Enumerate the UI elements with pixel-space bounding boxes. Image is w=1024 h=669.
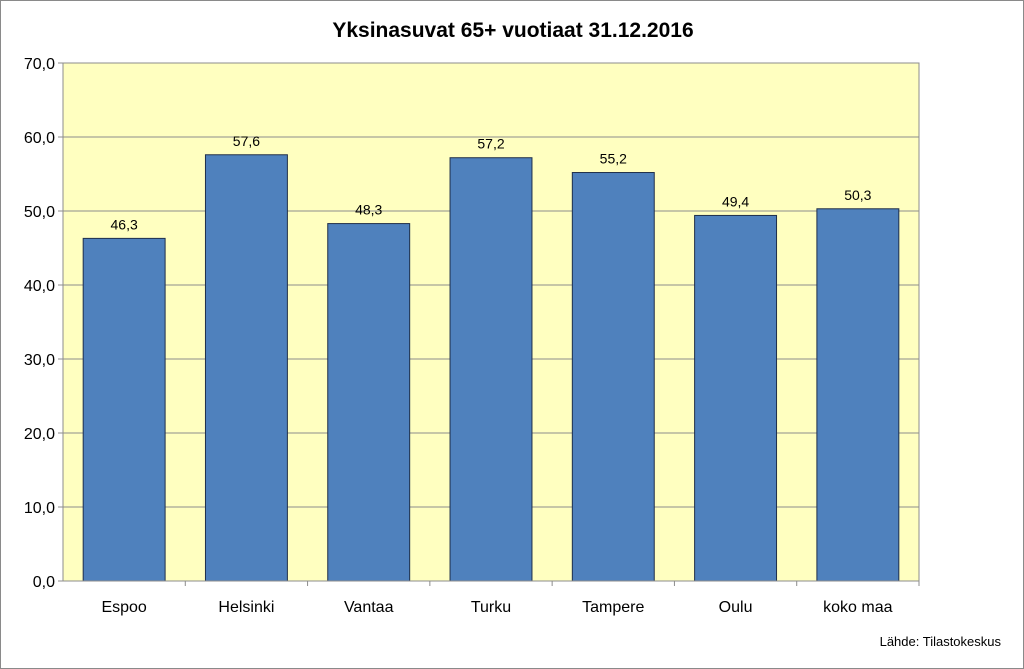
y-tick-label: 70,0 (24, 56, 55, 73)
data-label: 57,2 (477, 136, 504, 152)
y-tick-label: 40,0 (24, 278, 55, 295)
x-tick-label: Tampere (582, 599, 644, 616)
data-label: 55,2 (600, 151, 627, 167)
data-label: 48,3 (355, 202, 382, 218)
x-axis-categories: Espoo Helsinki Vantaa Turku Tampere Oulu koko … (101, 581, 920, 616)
bar (694, 214, 778, 582)
bar (82, 237, 166, 582)
y-tick-label: 10,0 (24, 500, 55, 517)
data-label: 50,3 (844, 187, 871, 203)
data-label: 57,6 (233, 133, 260, 149)
bar (816, 208, 900, 582)
y-tick-label: 50,0 (24, 204, 55, 221)
data-label: 49,4 (722, 193, 749, 209)
y-tick-label: 30,0 (24, 352, 55, 369)
source-note: Lähde: Tilastokeskus (880, 634, 1002, 649)
y-tick-label: 60,0 (24, 130, 55, 147)
bar (571, 172, 655, 582)
data-labels: 46,3 57,6 48,3 57,2 55,2 49,4 50,3 (111, 133, 872, 233)
x-tick-label: Espoo (101, 599, 146, 616)
bars (82, 154, 900, 582)
data-label: 46,3 (111, 216, 138, 232)
y-tick-label: 20,0 (24, 426, 55, 443)
x-tick-label: Turku (471, 599, 511, 616)
bar (204, 154, 288, 582)
x-tick-label: Oulu (719, 599, 753, 616)
x-tick-label: Helsinki (218, 599, 274, 616)
y-axis-ticks: 0,0 10,0 20,0 30,0 40,0 50,0 60,0 70,0 (24, 56, 63, 591)
chart-title: Yksinasuvat 65+ vuotiaat 31.12.2016 (332, 19, 693, 42)
y-tick-label: 0,0 (33, 574, 55, 591)
x-tick-label: Vantaa (344, 599, 394, 616)
x-tick-label: koko maa (823, 599, 892, 616)
bar (449, 157, 533, 582)
bar (327, 223, 411, 582)
